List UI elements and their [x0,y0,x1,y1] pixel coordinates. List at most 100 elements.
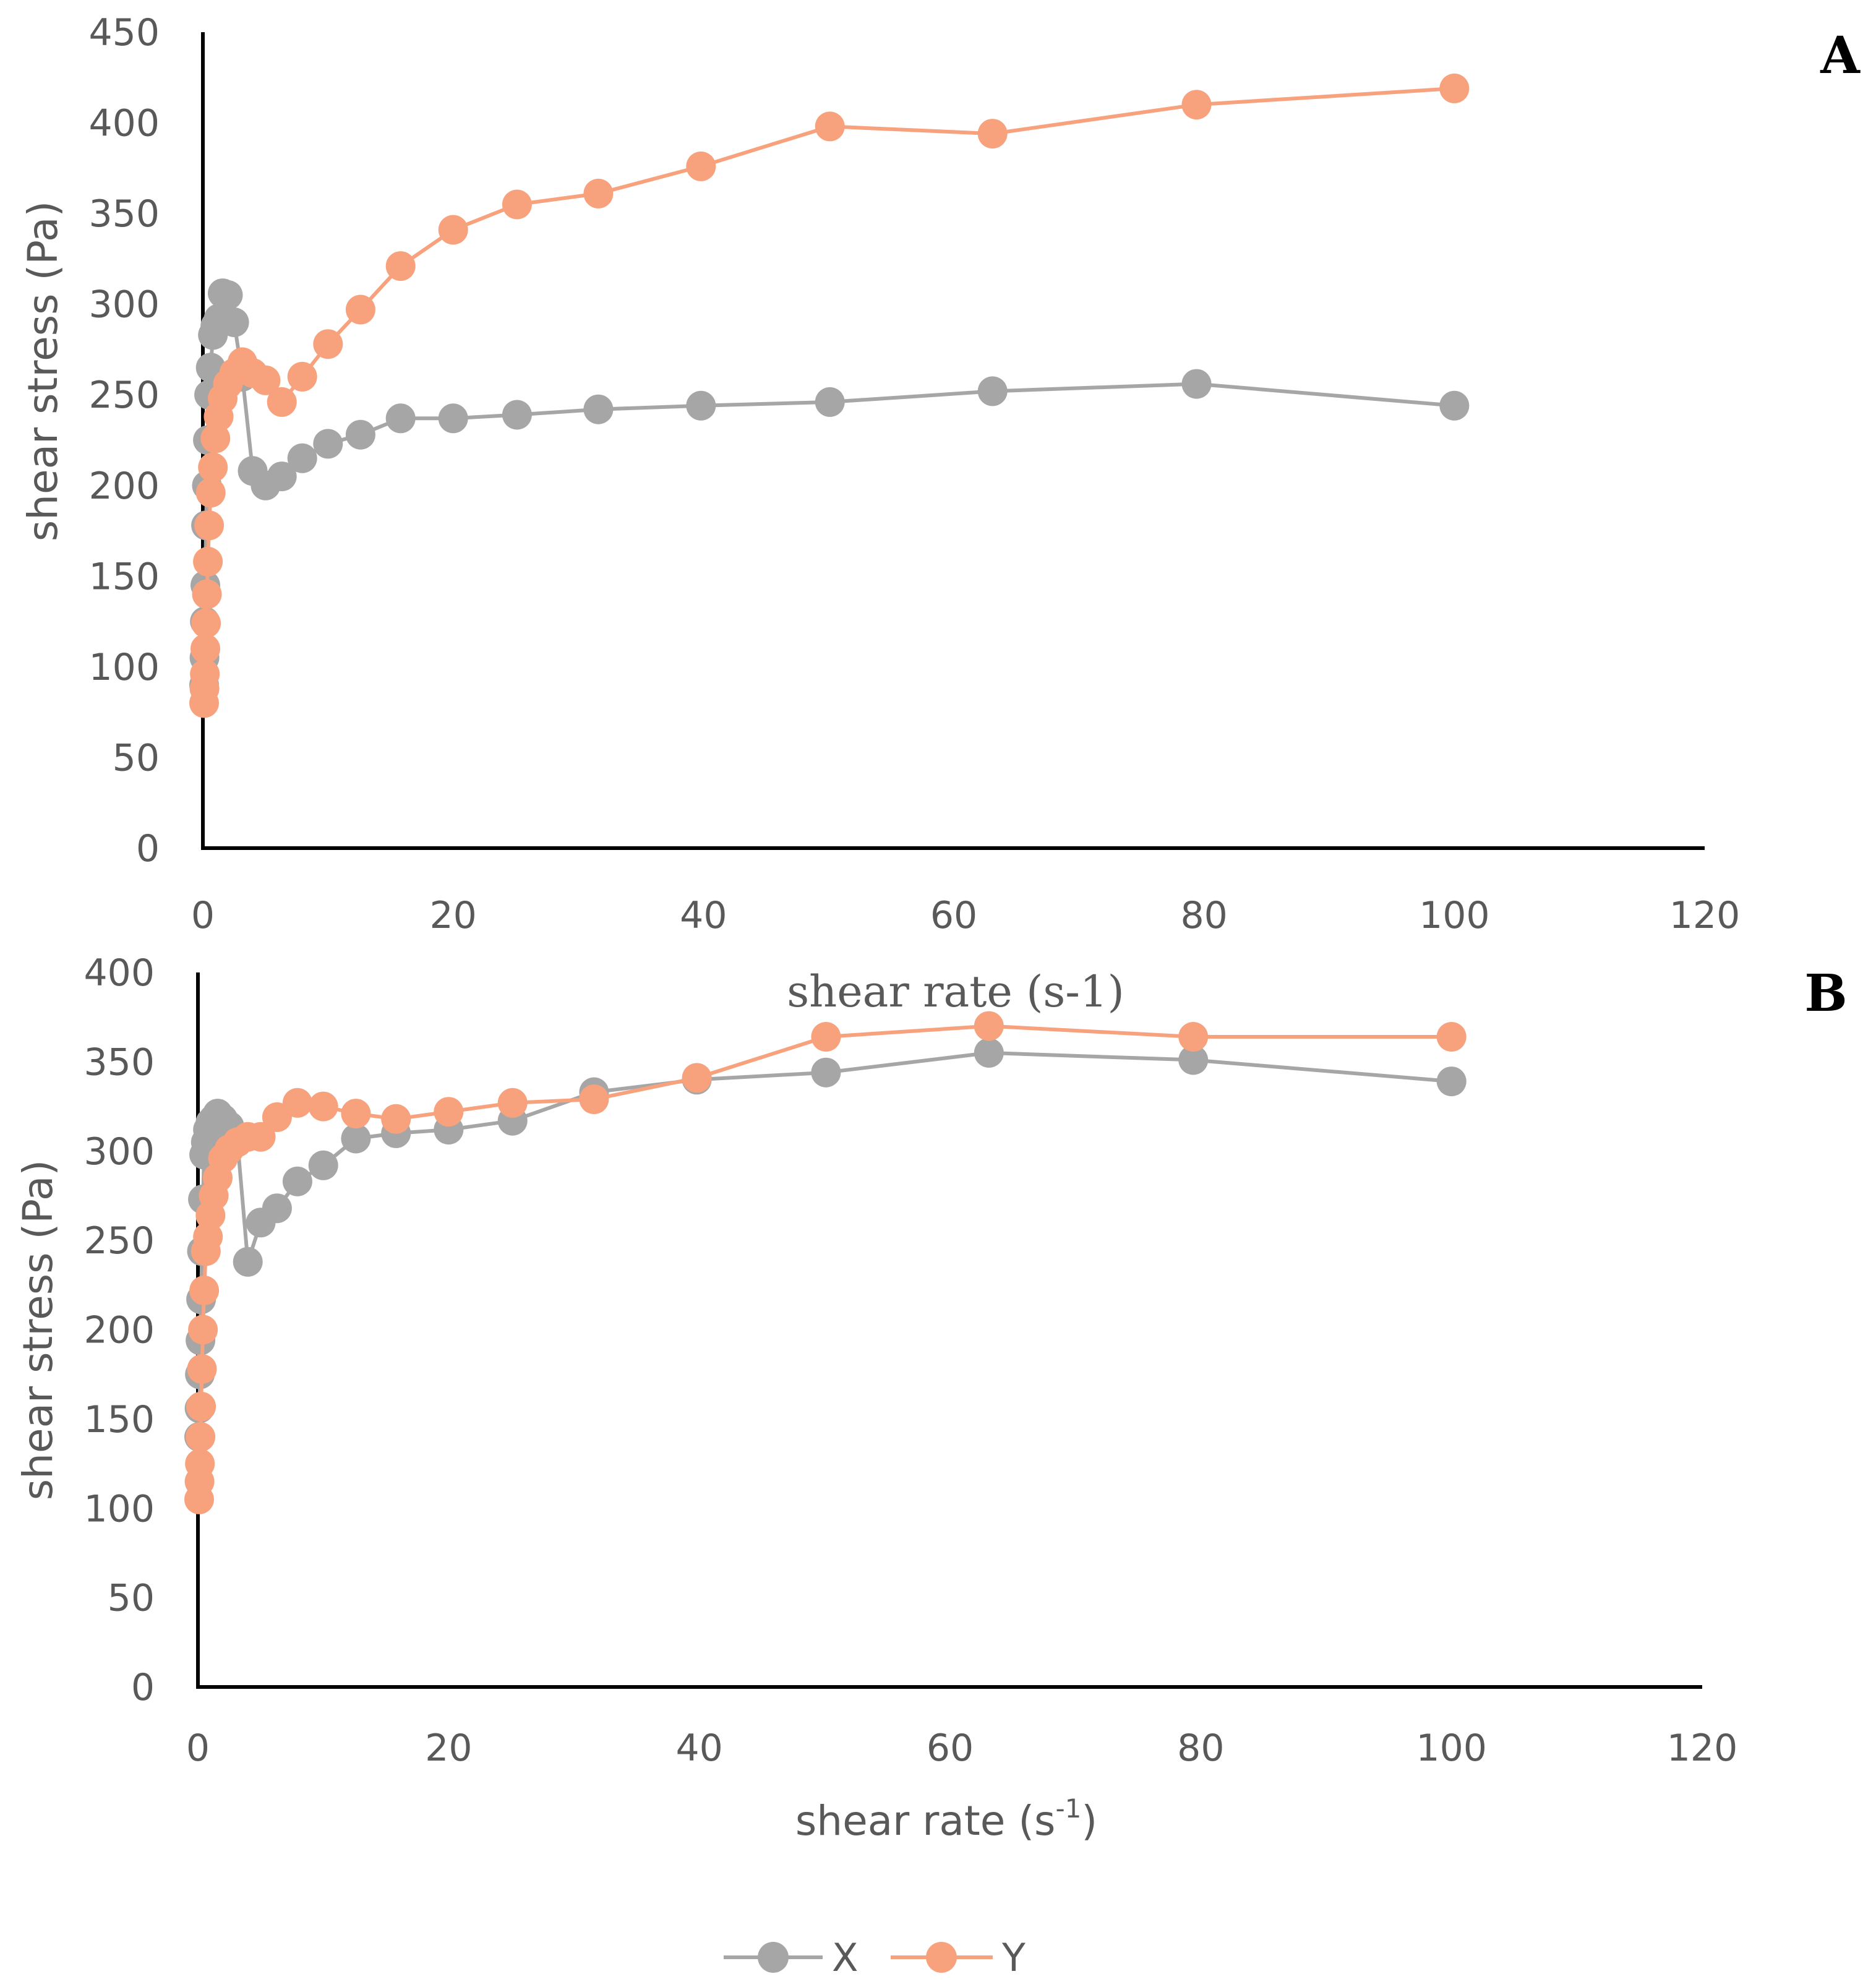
panel-b-x-tick-label: 0 [186,1727,210,1770]
panel-a-x-tick-label: 20 [429,894,476,937]
panel-a-series-y-point [438,215,468,245]
panel-a-x-tick-label: 120 [1669,894,1741,937]
panel-b-y-ticks: 0 50 100 150 200 250 300 350 400 [84,951,155,1709]
panel-a-x-tick-label: 80 [1180,894,1227,937]
panel-a-series-y-point [190,659,220,689]
panel-b-series-y-point [188,1315,218,1345]
panel-b-series-x-point [308,1150,338,1180]
panel-b-y-axis-title: shear stress (Pa) [14,1160,62,1500]
panel-a-x-axis-title: shear rate (s-1) [787,966,1124,1017]
panel-a-series-x-point [313,429,343,459]
panel-a-x-tick-label: 60 [930,894,977,937]
panel-b-series-y-point [1178,1022,1209,1052]
panel-a-series-x-point [345,419,375,450]
panel-b-y-tick-label: 400 [84,951,155,995]
panel-a-series-x-point [385,403,416,434]
panel-b-y-tick-label: 350 [84,1041,155,1084]
panel-b-series-x-point [262,1193,292,1224]
panel-a-series-x [189,278,1470,700]
panel-b-series-x [184,1037,1467,1452]
legend-item-x[interactable]: X [724,1935,858,1980]
panel-a-y-tick-label: 250 [88,374,160,417]
panel-b-series-y-point [282,1088,312,1118]
panel-a-series-y-point [686,151,716,181]
panel-b-x-tick-label: 20 [425,1727,472,1770]
panel-b-series-y-point [974,1011,1004,1041]
panel-b-series-y-point [381,1104,411,1134]
panel-a-series-x-line [202,291,1455,685]
panel-a-x-tick-label: 100 [1419,894,1490,937]
panel-b-series-y-point [187,1354,217,1384]
panel-a-x-tick-label: 0 [191,894,215,937]
panel-a-x-ticks: 0 20 40 60 80 100 120 [191,894,1740,937]
panel-b-series-x-point [233,1247,263,1277]
panel-a-series-y-point [267,387,297,417]
panel-a-series-y-point [1439,73,1470,103]
panel-b-y-tick-label: 300 [84,1130,155,1174]
panel-a-y-tick-label: 50 [113,736,160,779]
panel-b-letter: B [1804,964,1847,1023]
panel-b-series-y-point [434,1097,464,1127]
panel-b-y-tick-label: 150 [84,1398,155,1441]
panel-b-series-x-point [1178,1045,1209,1075]
panel-b-series-y-point [341,1099,371,1129]
panel-a-series-x-point [977,376,1008,406]
panel-b-series-x-point [341,1123,371,1154]
panel-b-series-y-point [185,1449,215,1479]
panel-a-series-y-point [251,365,281,395]
panel-a-series-y-point [977,119,1008,149]
panel-b-x-tick-label: 80 [1177,1727,1224,1770]
panel-a-series-x-point [213,280,243,310]
panel-a-series-y-point [200,423,231,453]
panel-a: 0 50 100 150 200 250 300 350 400 450 0 20 40 60 80 100… [19,11,1861,1017]
panel-a-series-y-point [191,608,221,638]
panel-a-series-x-point [287,443,317,473]
panel-a-series-y-point [815,111,845,142]
panel-a-series-x-point [1439,390,1470,421]
panel-a-series-y-point [313,329,343,359]
panel-b-series-y-point [1436,1022,1467,1052]
panel-b-series-x-point [974,1037,1004,1068]
panel-b-y-tick-label: 250 [84,1219,155,1263]
panel-b-series-x-point [1436,1066,1467,1097]
panel-b-x-axis-title-end: ) [1081,1797,1097,1845]
legend-item-y[interactable]: Y [891,1935,1026,1980]
panel-b-series-y-point [189,1276,220,1305]
panel-a-series-x-point [1181,369,1212,399]
panel-a-series-y-point [193,546,223,577]
panel-a-series-x-point [583,394,614,424]
legend-y-label: Y [1001,1935,1026,1980]
panel-b-series-y-point [308,1091,338,1122]
panel-a-y-ticks: 0 50 100 150 200 250 300 350 400 450 [88,11,160,870]
panel-a-series-x-point [438,403,468,434]
legend-y-marker [926,1942,957,1973]
panel-b-x-axis-title-main: shear rate (s [795,1797,1056,1845]
panel-a-series-y-point [192,579,222,609]
panel-b-y-tick-label: 100 [84,1487,155,1530]
panel-a-y-tick-label: 0 [136,827,160,870]
legend: X Y [724,1935,1026,1980]
panel-b-series-y-point [579,1084,609,1114]
legend-x-label: X [832,1935,858,1980]
panel-b-series-x-point [811,1057,841,1088]
legend-x-marker [758,1942,789,1973]
panel-b-series-y-point [246,1122,276,1152]
panel-a-series-y-point [191,633,220,664]
panel-b-series-x-point [282,1166,312,1196]
panel-b-series-y-line [197,1024,1452,1500]
panel-a-series-y-point [194,510,225,541]
panel-b-y-tick-label: 200 [84,1309,155,1352]
panel-b-series-y [184,1011,1467,1514]
panel-b-x-tick-label: 40 [675,1727,722,1770]
panel-b-y-tick-label: 50 [108,1577,155,1620]
panel-b-series-y-point [811,1022,841,1052]
panel-a-series-y-point [502,189,532,220]
panel-a-series-x-point [219,307,249,337]
panel-a-series-x-point [267,461,297,492]
panel-a-y-tick-label: 100 [88,646,160,689]
panel-a-series-x-point [686,390,716,421]
panel-a-series-y-point [583,178,614,208]
panel-a-x-tick-label: 40 [680,894,727,937]
panel-b-y-tick-label: 0 [131,1666,155,1709]
